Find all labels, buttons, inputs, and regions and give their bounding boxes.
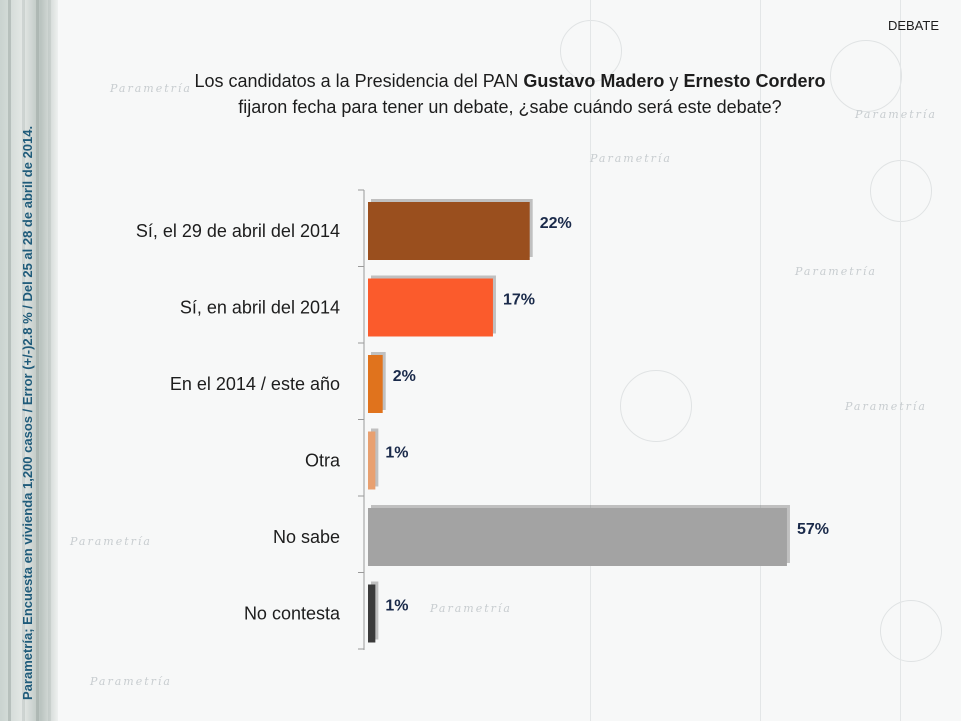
category-label: Sí, el 29 de abril del 2014 [136, 221, 340, 241]
category-label: En el 2014 / este año [170, 374, 340, 394]
bar [368, 278, 493, 337]
value-label: 57% [797, 521, 829, 538]
candidate-name-2: Ernesto Cordero [683, 71, 826, 91]
bar [368, 355, 383, 413]
watermark-text: Parametría [845, 400, 927, 413]
bar [368, 202, 530, 260]
left-decorative-strip: Parametría; Encuesta en vivienda 1,200 c… [0, 0, 58, 721]
bar [368, 584, 376, 643]
title-question: fijaron fecha para tener un debate, ¿sab… [238, 97, 782, 117]
category-label: Sí, en abril del 2014 [180, 298, 340, 318]
watermark-text: Parametría [110, 82, 192, 95]
watermark-text: Parametría [70, 535, 152, 548]
watermark-text: Parametría [590, 152, 672, 165]
title-conjunction: y [664, 71, 684, 91]
bar [368, 431, 376, 490]
value-label: 17% [503, 292, 535, 309]
watermark-text: Parametría [90, 675, 172, 688]
watermark-text: Parametría [430, 602, 512, 615]
value-label: 1% [385, 598, 408, 615]
candidate-name-1: Gustavo Madero [523, 71, 665, 91]
bar [368, 508, 787, 566]
value-label: 1% [385, 445, 408, 462]
watermark-text: Parametría [795, 265, 877, 278]
section-tag: DEBATE [887, 18, 939, 33]
chart-title: Los candidatos a la Presidencia del PAN … [150, 68, 870, 120]
title-text: Los candidatos a la Presidencia del PAN [194, 71, 524, 91]
value-label: 22% [540, 215, 572, 232]
category-label: No contesta [244, 604, 341, 624]
value-label: 2% [393, 368, 416, 385]
category-label: No sabe [273, 527, 340, 547]
category-label: Otra [305, 451, 341, 471]
watermark-text: Parametría [855, 108, 937, 121]
